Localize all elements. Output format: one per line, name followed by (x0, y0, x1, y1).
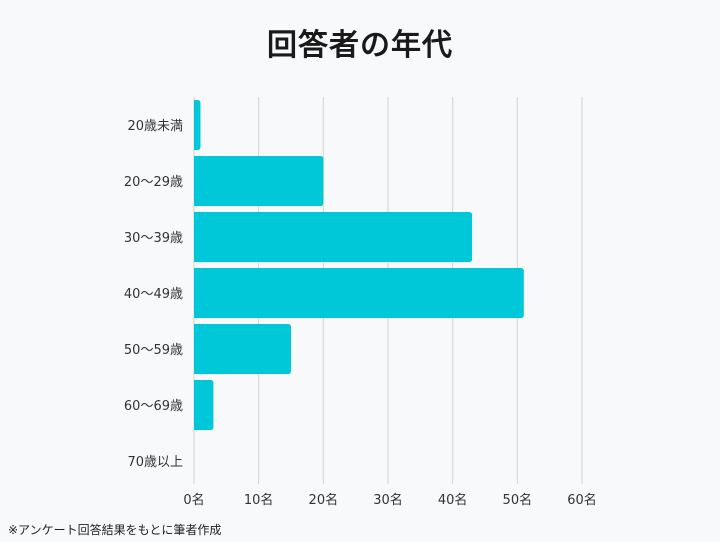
bar (194, 156, 324, 206)
x-tick-label: 30名 (373, 492, 403, 508)
category-label: 30〜39歳 (124, 231, 183, 246)
category-label: 60〜69歳 (124, 399, 183, 414)
x-tick-label: 0名 (183, 492, 204, 508)
x-tick-label: 50名 (503, 492, 533, 508)
x-tick-labels: 0名 10名 20名 30名 40名 50名 60名 (183, 492, 596, 508)
category-label: 50〜59歳 (124, 343, 183, 358)
x-tick-label: 60名 (567, 492, 597, 508)
category-label: 70歳以上 (127, 455, 183, 470)
x-tick-label: 10名 (244, 492, 274, 508)
category-label: 20歳未満 (127, 119, 183, 134)
chart-title: 回答者の年代 (267, 28, 453, 63)
bar (194, 380, 214, 430)
category-label: 20〜29歳 (124, 175, 183, 190)
bar (194, 212, 473, 262)
category-labels: 20歳未満 20〜29歳 30〜39歳 40〜49歳 50〜59歳 60〜69歳 70歳以上 (124, 119, 183, 470)
footnote: ※アンケート回答結果をもとに筆者作成 (8, 523, 222, 537)
bar (194, 324, 291, 374)
bars (194, 100, 524, 430)
bar (194, 268, 524, 318)
x-tick-label: 40名 (438, 492, 468, 508)
x-tick-label: 20名 (309, 492, 339, 508)
category-label: 40〜49歳 (124, 287, 183, 302)
bar (194, 100, 201, 150)
